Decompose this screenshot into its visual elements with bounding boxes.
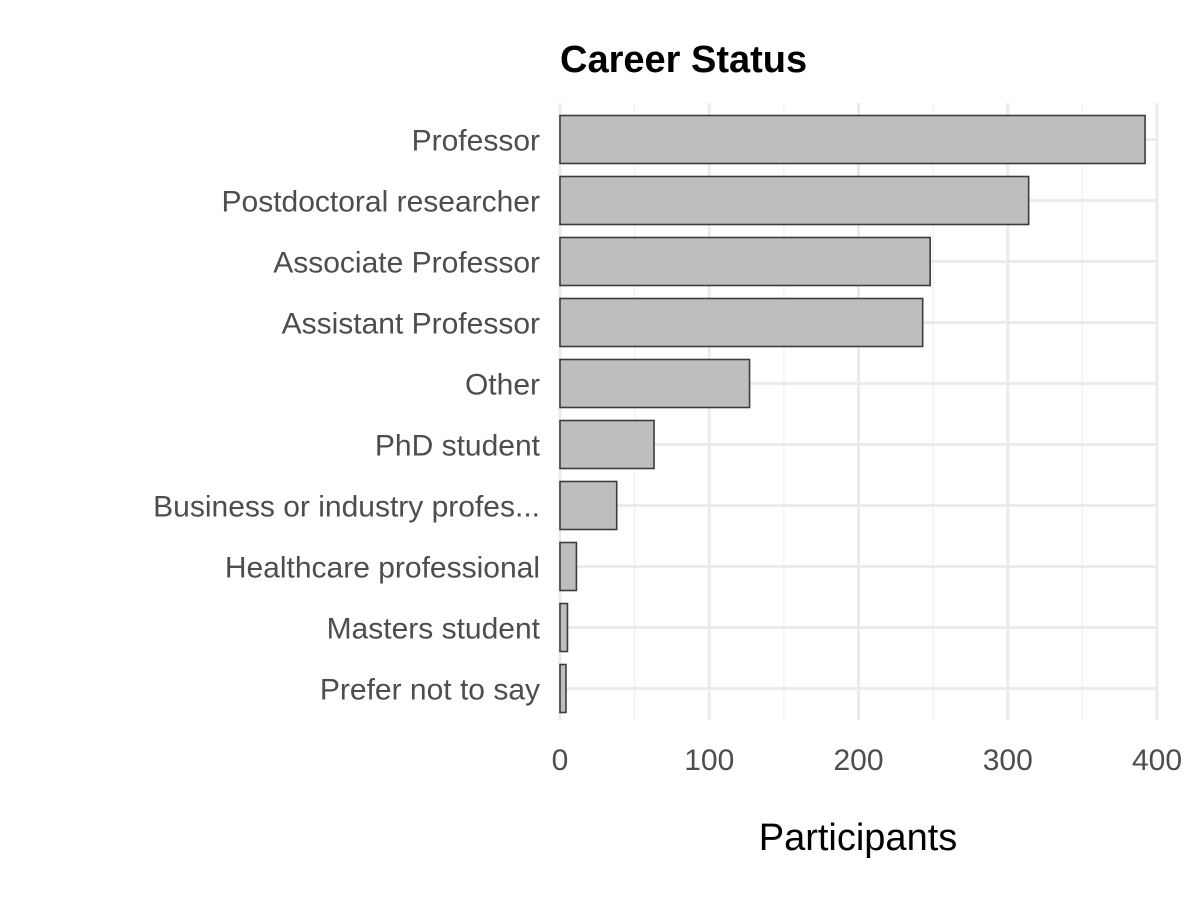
x-axis-title: Participants xyxy=(759,817,958,859)
category-label: Business or industry profes... xyxy=(153,491,540,524)
bars xyxy=(559,114,1146,714)
category-label: Other xyxy=(465,369,540,402)
category-label: Healthcare professional xyxy=(225,552,540,585)
x-tick-labels: 0 100 200 300 400 xyxy=(552,744,1182,777)
category-label: Professor xyxy=(412,125,540,158)
category-label: Postdoctoral researcher xyxy=(222,186,541,219)
x-tick-label: 0 xyxy=(552,744,569,777)
category-label: Prefer not to say xyxy=(320,674,540,707)
bar-5 xyxy=(559,419,655,470)
bar-6 xyxy=(559,480,618,531)
bar-8 xyxy=(559,602,569,653)
bar-4 xyxy=(559,358,751,409)
bar-3 xyxy=(559,297,924,348)
x-tick-label: 200 xyxy=(833,744,883,777)
category-label: PhD student xyxy=(375,430,541,463)
category-label: Associate Professor xyxy=(273,247,540,280)
category-labels: Professor Postdoctoral researcher Associat… xyxy=(153,125,541,707)
bar-1 xyxy=(559,175,1030,226)
bar-2 xyxy=(559,236,931,287)
bar-0 xyxy=(559,114,1146,165)
bar-9 xyxy=(559,663,567,714)
x-tick-label: 100 xyxy=(684,744,734,777)
category-label: Assistant Professor xyxy=(282,308,540,341)
x-tick-label: 300 xyxy=(983,744,1033,777)
x-tick-label: 400 xyxy=(1132,744,1182,777)
bar-7 xyxy=(559,541,578,592)
category-label: Masters student xyxy=(327,613,541,646)
chart-title: Career Status xyxy=(560,39,807,81)
